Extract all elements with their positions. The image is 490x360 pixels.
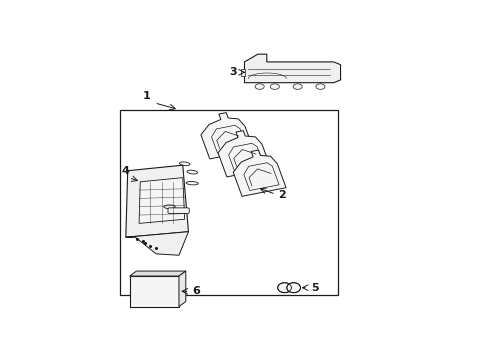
Text: 2: 2 [278,190,286,200]
Text: 4: 4 [122,166,130,176]
Ellipse shape [316,84,325,89]
Polygon shape [212,125,247,153]
Bar [129,276,179,307]
FancyBboxPatch shape [168,208,189,213]
Ellipse shape [187,170,197,174]
Polygon shape [218,131,271,177]
Ellipse shape [270,84,279,89]
Ellipse shape [179,162,190,166]
Text: 3: 3 [229,67,237,77]
Polygon shape [229,143,264,171]
Polygon shape [129,271,186,276]
Text: 5: 5 [311,283,319,293]
Polygon shape [233,150,286,196]
Polygon shape [244,163,279,190]
Text: 1: 1 [143,91,150,102]
Circle shape [278,283,292,293]
Ellipse shape [255,84,264,89]
Polygon shape [126,232,189,255]
Circle shape [287,283,300,293]
Polygon shape [126,165,189,237]
Polygon shape [139,177,185,223]
Polygon shape [245,54,341,83]
Polygon shape [201,113,254,159]
Bar [241,69,245,76]
Ellipse shape [164,205,175,208]
Bar [120,110,339,296]
Ellipse shape [293,84,302,89]
Ellipse shape [186,181,198,185]
Polygon shape [179,271,186,307]
Text: 6: 6 [192,286,200,296]
